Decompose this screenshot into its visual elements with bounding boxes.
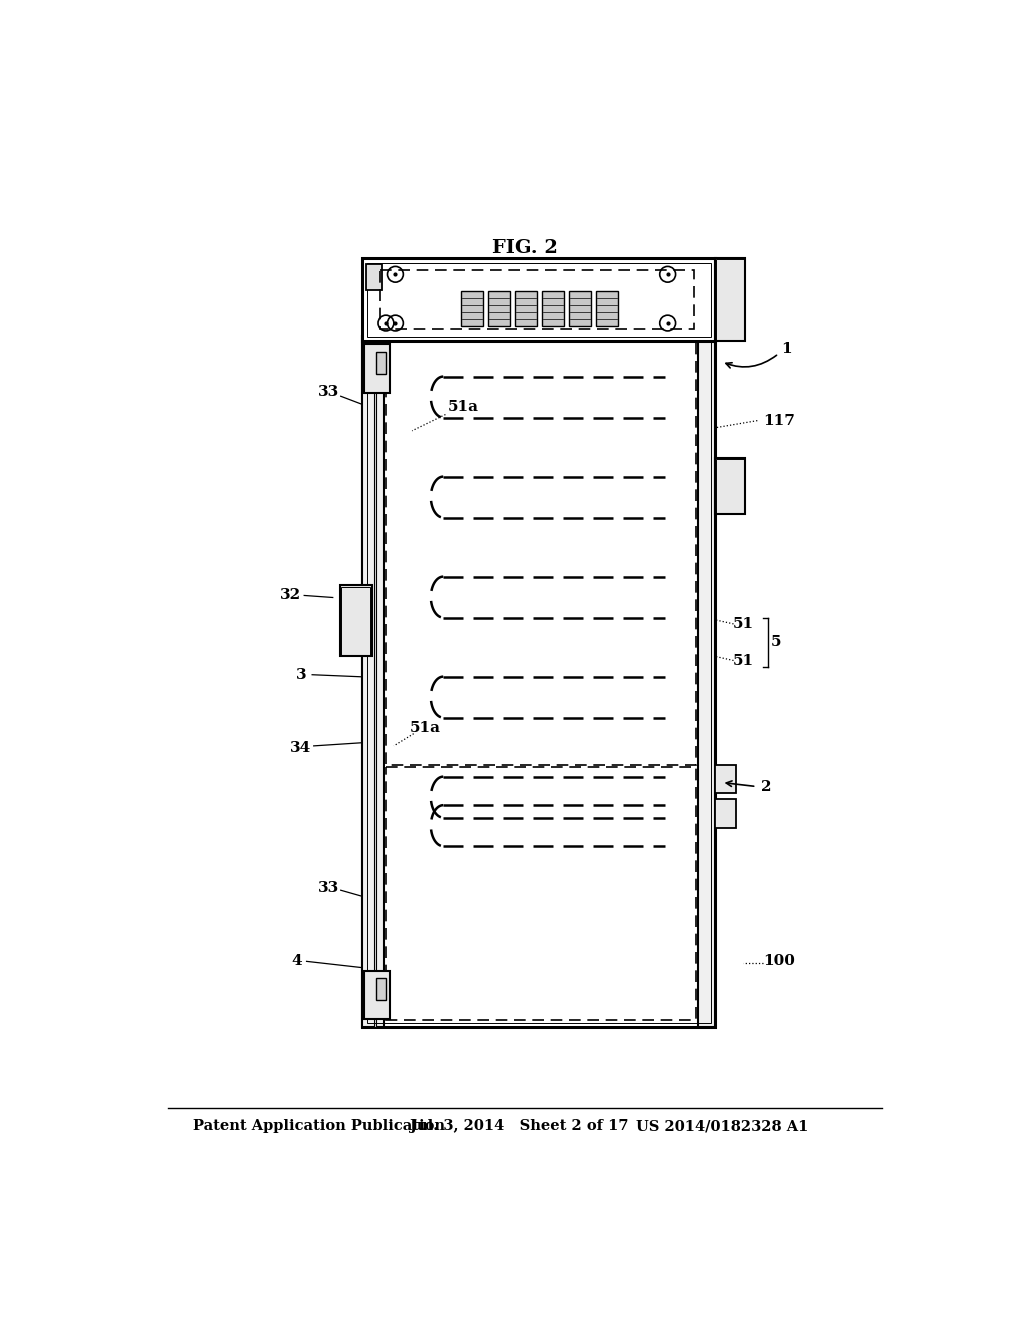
- Bar: [386, 767, 696, 1019]
- Text: 51a: 51a: [410, 721, 441, 735]
- Text: 100: 100: [763, 954, 795, 969]
- Bar: [367, 263, 711, 337]
- Bar: [367, 341, 711, 1023]
- Bar: [386, 341, 696, 766]
- Bar: [697, 337, 715, 1027]
- Bar: [365, 970, 390, 1019]
- Text: 33: 33: [318, 882, 339, 895]
- Text: 5: 5: [770, 635, 781, 649]
- Text: 51: 51: [732, 616, 754, 631]
- Text: 4: 4: [291, 954, 301, 969]
- Bar: [376, 351, 386, 374]
- Text: 33: 33: [318, 385, 339, 399]
- Bar: [715, 764, 736, 793]
- Text: 1: 1: [781, 342, 792, 356]
- Bar: [461, 290, 483, 326]
- Bar: [596, 290, 618, 326]
- Bar: [365, 345, 390, 393]
- Text: Jul. 3, 2014   Sheet 2 of 17: Jul. 3, 2014 Sheet 2 of 17: [410, 1119, 629, 1133]
- Bar: [367, 264, 382, 289]
- Bar: [515, 290, 538, 326]
- Text: 51: 51: [732, 653, 754, 668]
- Bar: [488, 290, 510, 326]
- Bar: [716, 259, 744, 341]
- Bar: [375, 337, 376, 1027]
- Bar: [376, 978, 386, 999]
- Bar: [715, 257, 745, 342]
- Bar: [340, 585, 372, 656]
- Text: 3: 3: [296, 668, 306, 681]
- Bar: [362, 337, 384, 1027]
- Bar: [715, 458, 745, 515]
- Text: Patent Application Publication: Patent Application Publication: [194, 1119, 445, 1133]
- Bar: [716, 459, 744, 513]
- Bar: [362, 337, 715, 1027]
- Text: 32: 32: [281, 589, 301, 602]
- Bar: [341, 586, 370, 655]
- Text: 51a: 51a: [447, 400, 478, 414]
- Bar: [380, 271, 694, 329]
- Text: 2: 2: [761, 780, 771, 793]
- Text: FIG. 2: FIG. 2: [492, 239, 558, 257]
- Text: 117: 117: [763, 413, 795, 428]
- Bar: [569, 290, 591, 326]
- Bar: [362, 257, 715, 342]
- Bar: [542, 290, 564, 326]
- Bar: [715, 800, 736, 828]
- Text: 34: 34: [291, 741, 311, 755]
- Text: US 2014/0182328 A1: US 2014/0182328 A1: [636, 1119, 808, 1133]
